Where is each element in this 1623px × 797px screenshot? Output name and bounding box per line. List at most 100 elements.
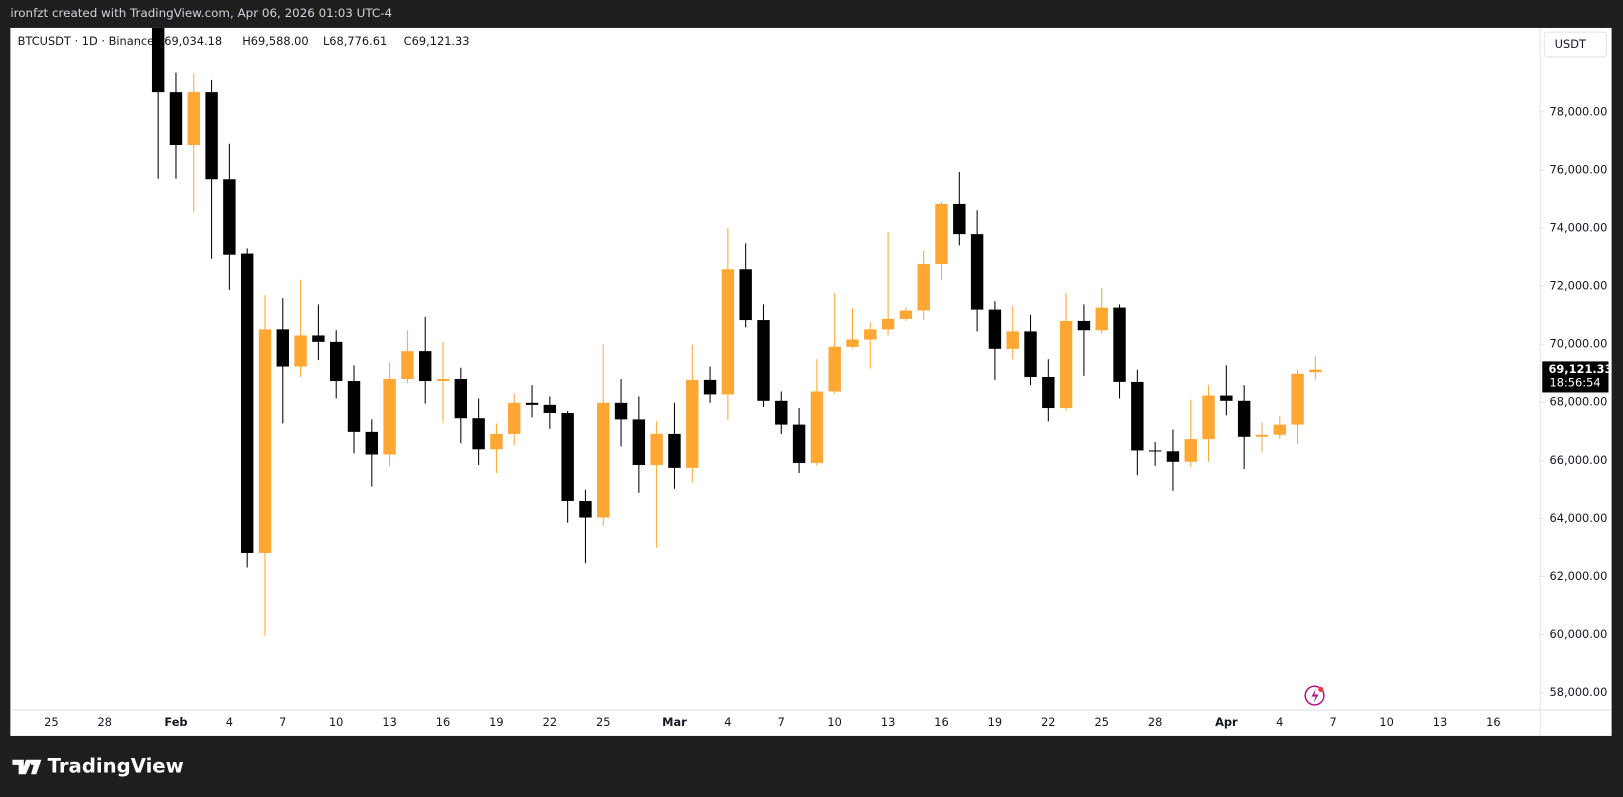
x-tick-label: 22 bbox=[1041, 715, 1055, 729]
candle-body bbox=[632, 419, 646, 465]
x-tick-label: 13 bbox=[881, 715, 895, 729]
last-price-label: 69,121.33 bbox=[1548, 362, 1612, 376]
y-tick-label: 68,000.00 bbox=[1550, 395, 1608, 409]
candle-body bbox=[223, 179, 236, 255]
y-tick-label: 72,000.00 bbox=[1550, 279, 1608, 293]
x-tick-label: Apr bbox=[1215, 715, 1238, 729]
ohlc-label: O69,034.18 bbox=[155, 34, 222, 48]
candle-body bbox=[881, 318, 895, 330]
candle-body bbox=[739, 269, 752, 321]
candle-body bbox=[1024, 331, 1037, 377]
candle-body bbox=[276, 329, 289, 367]
y-tick-label: 60,000.00 bbox=[1550, 627, 1608, 641]
candles bbox=[151, 27, 1322, 636]
y-tick-label: 58,000.00 bbox=[1550, 685, 1608, 699]
price-axis: 58,000.00 60,000.00 62,000.00 64,000.00 66,0… bbox=[1540, 104, 1607, 699]
candle-body bbox=[1255, 434, 1269, 437]
candle-body bbox=[1131, 381, 1144, 451]
x-tick-label: 10 bbox=[827, 715, 841, 729]
candle-body bbox=[240, 253, 254, 553]
x-tick-label: 25 bbox=[1094, 715, 1108, 729]
x-tick-label: 13 bbox=[1433, 715, 1447, 729]
candle-body bbox=[792, 424, 806, 463]
ohlc-legend: O69,034.18 H69,588.00 L68,776.61 C69,121.33 bbox=[155, 34, 469, 48]
candle-body bbox=[810, 391, 824, 463]
x-tick-label: 4 bbox=[724, 715, 731, 729]
candle-body bbox=[472, 418, 485, 450]
x-tick-label: 19 bbox=[489, 715, 503, 729]
candle-body bbox=[1042, 376, 1055, 409]
candle-body bbox=[525, 402, 539, 405]
candle-body bbox=[1237, 400, 1251, 437]
countdown: 18:56:54 bbox=[1550, 376, 1601, 390]
candle-body bbox=[917, 264, 930, 311]
x-tick-label: 25 bbox=[44, 715, 58, 729]
x-tick-label: Feb bbox=[164, 715, 187, 729]
candle-body bbox=[454, 379, 468, 419]
x-tick-label: 10 bbox=[1379, 715, 1393, 729]
symbol: BTCUSDT · 1D · Binance bbox=[18, 34, 155, 48]
candle-body bbox=[1148, 450, 1162, 452]
candle-body bbox=[1095, 307, 1108, 331]
candle-body bbox=[864, 329, 877, 340]
candle-body bbox=[1166, 451, 1180, 462]
candle-body bbox=[828, 346, 841, 392]
candle-body bbox=[775, 400, 788, 425]
x-tick-label: Mar bbox=[662, 715, 687, 729]
candle-body bbox=[1006, 331, 1019, 349]
ohlc-label: H69,588.00 bbox=[242, 34, 308, 48]
candle-body bbox=[597, 402, 610, 518]
x-tick-label: 28 bbox=[1148, 715, 1162, 729]
ohlc-label: L68,776.61 bbox=[323, 34, 387, 48]
x-tick-label: 25 bbox=[596, 715, 610, 729]
candle-body bbox=[650, 433, 663, 465]
x-tick-label: 22 bbox=[543, 715, 557, 729]
alert-dot bbox=[1318, 686, 1324, 692]
candle-body bbox=[686, 379, 699, 468]
candle-body bbox=[258, 329, 272, 553]
y-tick-label: 70,000.00 bbox=[1550, 337, 1608, 351]
candle-body bbox=[703, 379, 717, 395]
candle-body bbox=[1113, 307, 1126, 382]
x-tick-label: 19 bbox=[988, 715, 1002, 729]
candle-body bbox=[347, 381, 361, 432]
brand-logo bbox=[12, 759, 42, 775]
candle-body bbox=[169, 92, 183, 145]
currency[interactable]: USDT bbox=[1555, 37, 1586, 51]
candle-body bbox=[561, 412, 574, 501]
x-tick-label: 7 bbox=[778, 715, 785, 729]
candle-body bbox=[1273, 424, 1286, 435]
candle-body bbox=[846, 339, 859, 347]
currency-button[interactable] bbox=[1543, 31, 1607, 58]
x-tick-label: 16 bbox=[934, 715, 948, 729]
candle-body bbox=[721, 269, 735, 395]
candle-body bbox=[436, 379, 450, 382]
y-tick-label: 74,000.00 bbox=[1550, 221, 1608, 235]
candle-body bbox=[1291, 373, 1304, 425]
candle-body bbox=[490, 433, 503, 450]
candle-body bbox=[1184, 439, 1197, 462]
candle-body bbox=[614, 402, 628, 420]
x-tick-label: 4 bbox=[226, 715, 233, 729]
ohlc-label: C69,121.33 bbox=[404, 34, 470, 48]
candle-body bbox=[899, 310, 913, 319]
alert-icon[interactable] bbox=[1304, 685, 1325, 706]
candle-body bbox=[294, 335, 307, 367]
x-tick-label: 10 bbox=[329, 715, 343, 729]
candle-body bbox=[1309, 369, 1322, 373]
x-tick-label: 16 bbox=[436, 715, 450, 729]
candle-body bbox=[508, 402, 521, 434]
x-tick-label: 4 bbox=[1276, 715, 1283, 729]
candle-body bbox=[953, 203, 966, 235]
candle-body bbox=[988, 309, 1002, 349]
candle-body bbox=[579, 500, 592, 518]
x-tick-label: 16 bbox=[1486, 715, 1500, 729]
candle-body bbox=[365, 431, 379, 455]
candle-body bbox=[419, 351, 432, 382]
last-price-bg bbox=[1542, 361, 1609, 393]
candle-body bbox=[1077, 320, 1091, 331]
candle-body bbox=[329, 341, 343, 382]
candle-body bbox=[151, 27, 165, 93]
